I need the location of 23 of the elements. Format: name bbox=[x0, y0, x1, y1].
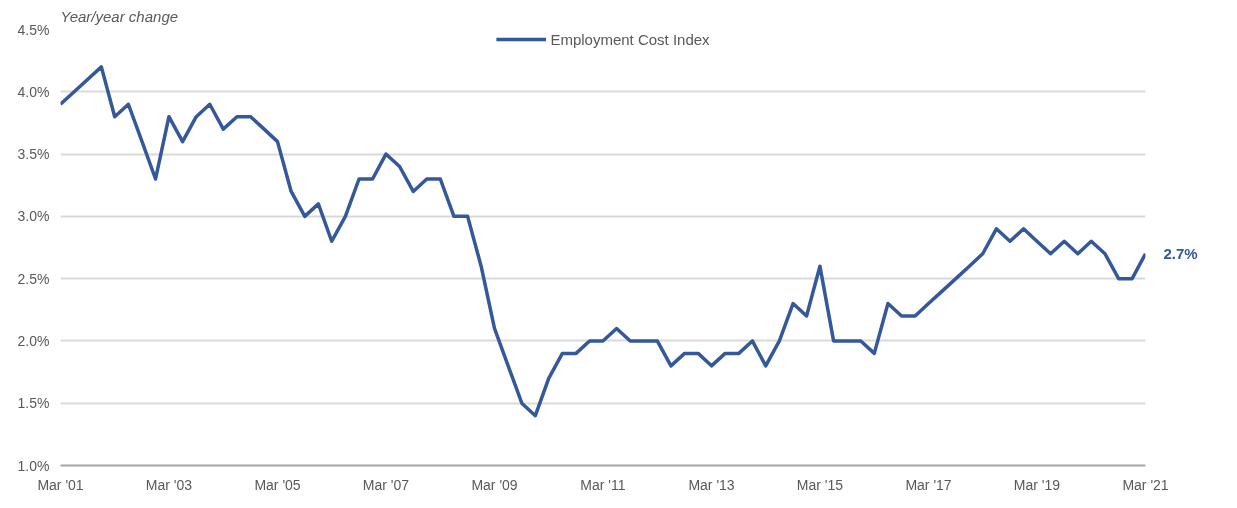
x-tick-label: Mar '15 bbox=[796, 476, 844, 493]
x-tick-label: Mar '07 bbox=[362, 476, 410, 493]
x-tick-label: Mar '01 bbox=[37, 476, 84, 493]
x-tick-label: Mar '03 bbox=[145, 476, 193, 493]
y-tick-label: 4.0% bbox=[17, 83, 50, 100]
y-tick-label: 1.0% bbox=[17, 457, 50, 474]
y-tick-label: 2.0% bbox=[17, 332, 50, 349]
line-series bbox=[60, 65, 1146, 418]
x-tick-label: Mar '17 bbox=[905, 476, 952, 493]
y-tick-label: 1.5% bbox=[17, 395, 50, 412]
y-tick-label: 2.5% bbox=[17, 270, 50, 287]
x-tick-label: Mar '05 bbox=[254, 476, 301, 493]
x-tick-label: Mar '13 bbox=[688, 476, 735, 493]
legend-label: Employment Cost Index bbox=[550, 30, 710, 48]
x-tick-label: Mar '11 bbox=[580, 476, 626, 493]
annotation: 2.7% bbox=[1163, 245, 1198, 263]
x-tick-label: Mar '19 bbox=[1013, 476, 1061, 493]
y-tick-label: 3.5% bbox=[17, 146, 50, 163]
x-tick-label: Mar '09 bbox=[471, 476, 518, 493]
y-tick-label: 3.0% bbox=[17, 208, 50, 225]
x-tick-label: Mar '21 bbox=[1122, 476, 1169, 493]
y-axis-title: Year/year change bbox=[60, 7, 179, 25]
y-tick-label: 4.5% bbox=[17, 21, 50, 38]
